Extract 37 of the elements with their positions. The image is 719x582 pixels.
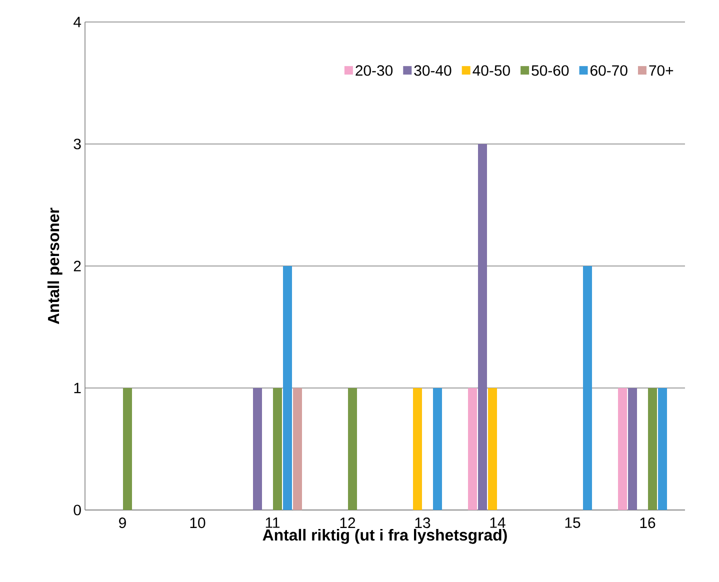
x-tick-label: 10 — [190, 518, 206, 528]
bar — [618, 388, 628, 510]
x-tick-label: 16 — [640, 518, 656, 528]
y-tick-label: 3 — [74, 138, 81, 150]
bar — [648, 388, 658, 510]
bar — [348, 388, 357, 510]
y-tick-label: 0 — [74, 504, 81, 516]
x-tick-label: 11 — [266, 518, 280, 528]
bar — [253, 388, 262, 510]
x-tick-label: 15 — [565, 518, 580, 528]
x-tick-label: 9 — [119, 518, 126, 528]
legend-label: 70+ — [649, 65, 674, 76]
bar — [283, 266, 292, 510]
legend-label: 20-30 — [356, 65, 393, 76]
x-tick-label: 14 — [490, 518, 506, 528]
bar — [478, 144, 487, 510]
legend-label: 50-60 — [532, 65, 569, 76]
x-tick-label: 12 — [340, 518, 356, 528]
bar — [293, 388, 302, 510]
bar — [413, 388, 422, 510]
bar — [123, 388, 132, 510]
legend-label: 40-50 — [472, 65, 510, 76]
y-axis-title: Antall personer — [47, 208, 62, 324]
bar — [468, 388, 477, 510]
x-axis-title: Antall riktig (ut i fra lyshetsgrad) — [262, 528, 507, 544]
bar — [488, 388, 497, 510]
bar — [583, 266, 592, 510]
y-tick-label: 4 — [74, 16, 82, 28]
legend-label: 30-40 — [414, 65, 452, 76]
x-tick-label: 13 — [415, 518, 430, 528]
y-tick-label: 2 — [74, 260, 81, 272]
bar — [658, 388, 668, 510]
legend-label: 60-70 — [590, 65, 628, 76]
y-tick-label: 1 — [74, 382, 81, 394]
bar — [433, 388, 442, 510]
bar — [273, 388, 282, 510]
bar — [628, 388, 638, 510]
